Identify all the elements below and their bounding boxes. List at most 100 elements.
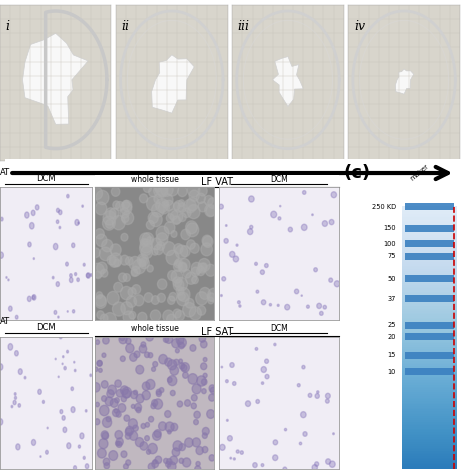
Circle shape: [165, 335, 173, 343]
Circle shape: [169, 292, 177, 301]
Circle shape: [121, 214, 129, 222]
Circle shape: [153, 460, 157, 464]
Text: maker: maker: [409, 163, 429, 182]
Circle shape: [186, 223, 199, 237]
Circle shape: [96, 234, 107, 246]
Circle shape: [167, 430, 171, 434]
Circle shape: [177, 337, 186, 347]
Bar: [405, 368, 455, 375]
Circle shape: [97, 360, 102, 366]
Circle shape: [229, 251, 235, 257]
Circle shape: [178, 342, 184, 349]
Circle shape: [156, 226, 169, 240]
Circle shape: [166, 458, 172, 465]
Circle shape: [131, 269, 138, 276]
Circle shape: [59, 335, 62, 339]
Circle shape: [165, 461, 171, 467]
Circle shape: [101, 431, 109, 439]
Circle shape: [126, 296, 137, 307]
Circle shape: [144, 183, 152, 192]
Circle shape: [179, 458, 184, 464]
Circle shape: [164, 410, 171, 418]
Text: iv: iv: [354, 20, 365, 33]
Circle shape: [148, 212, 158, 223]
Circle shape: [189, 307, 201, 320]
Circle shape: [121, 396, 127, 402]
Circle shape: [13, 401, 16, 405]
Circle shape: [122, 201, 132, 211]
Circle shape: [151, 296, 159, 304]
Circle shape: [137, 312, 147, 323]
Circle shape: [78, 222, 79, 224]
Circle shape: [203, 236, 213, 247]
Circle shape: [95, 294, 106, 306]
Circle shape: [31, 439, 36, 446]
Circle shape: [159, 202, 169, 214]
Circle shape: [33, 258, 35, 259]
Circle shape: [264, 359, 269, 364]
Circle shape: [153, 399, 163, 409]
Text: whole tissue: whole tissue: [131, 324, 179, 333]
Circle shape: [233, 458, 235, 460]
Circle shape: [226, 380, 228, 383]
Circle shape: [114, 259, 121, 267]
Circle shape: [195, 466, 201, 473]
Circle shape: [112, 409, 119, 417]
Circle shape: [16, 444, 20, 450]
Text: LF SAT: LF SAT: [201, 327, 233, 337]
Circle shape: [59, 227, 61, 228]
Circle shape: [62, 416, 65, 420]
Polygon shape: [152, 55, 194, 113]
Circle shape: [145, 352, 150, 357]
Circle shape: [67, 194, 69, 198]
Circle shape: [208, 288, 220, 302]
Circle shape: [178, 200, 184, 207]
Text: 100: 100: [383, 241, 396, 246]
Circle shape: [170, 456, 178, 465]
Circle shape: [154, 429, 161, 438]
Circle shape: [140, 239, 153, 253]
Polygon shape: [273, 56, 303, 107]
Circle shape: [182, 458, 191, 467]
Circle shape: [165, 422, 174, 432]
Circle shape: [331, 192, 337, 198]
Circle shape: [299, 442, 302, 445]
Circle shape: [285, 304, 290, 310]
Circle shape: [205, 204, 216, 217]
Circle shape: [42, 401, 45, 403]
Circle shape: [168, 296, 175, 304]
Circle shape: [261, 464, 264, 466]
Circle shape: [278, 217, 281, 220]
Circle shape: [137, 254, 148, 266]
Circle shape: [210, 387, 217, 394]
Circle shape: [199, 335, 206, 342]
Circle shape: [129, 256, 141, 270]
Circle shape: [168, 360, 177, 370]
Circle shape: [171, 231, 177, 237]
Text: 75: 75: [387, 253, 396, 259]
Circle shape: [168, 271, 177, 281]
Circle shape: [87, 273, 91, 278]
Circle shape: [116, 441, 120, 446]
Circle shape: [80, 433, 84, 439]
Circle shape: [172, 339, 180, 348]
Circle shape: [197, 306, 206, 315]
Circle shape: [265, 374, 269, 379]
Circle shape: [322, 221, 328, 227]
Circle shape: [301, 295, 302, 296]
Circle shape: [62, 363, 63, 365]
Circle shape: [179, 359, 182, 363]
Circle shape: [202, 235, 212, 246]
Circle shape: [175, 245, 188, 259]
Circle shape: [124, 415, 129, 421]
Circle shape: [156, 391, 162, 397]
Circle shape: [177, 401, 182, 407]
Circle shape: [54, 243, 58, 250]
Circle shape: [142, 382, 150, 391]
Circle shape: [0, 364, 3, 370]
Circle shape: [140, 442, 147, 450]
Circle shape: [202, 433, 207, 438]
Circle shape: [55, 358, 56, 360]
Circle shape: [101, 269, 108, 277]
Circle shape: [182, 208, 191, 218]
